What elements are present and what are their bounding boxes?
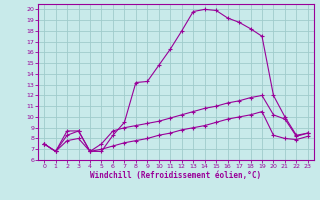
X-axis label: Windchill (Refroidissement éolien,°C): Windchill (Refroidissement éolien,°C) <box>91 171 261 180</box>
